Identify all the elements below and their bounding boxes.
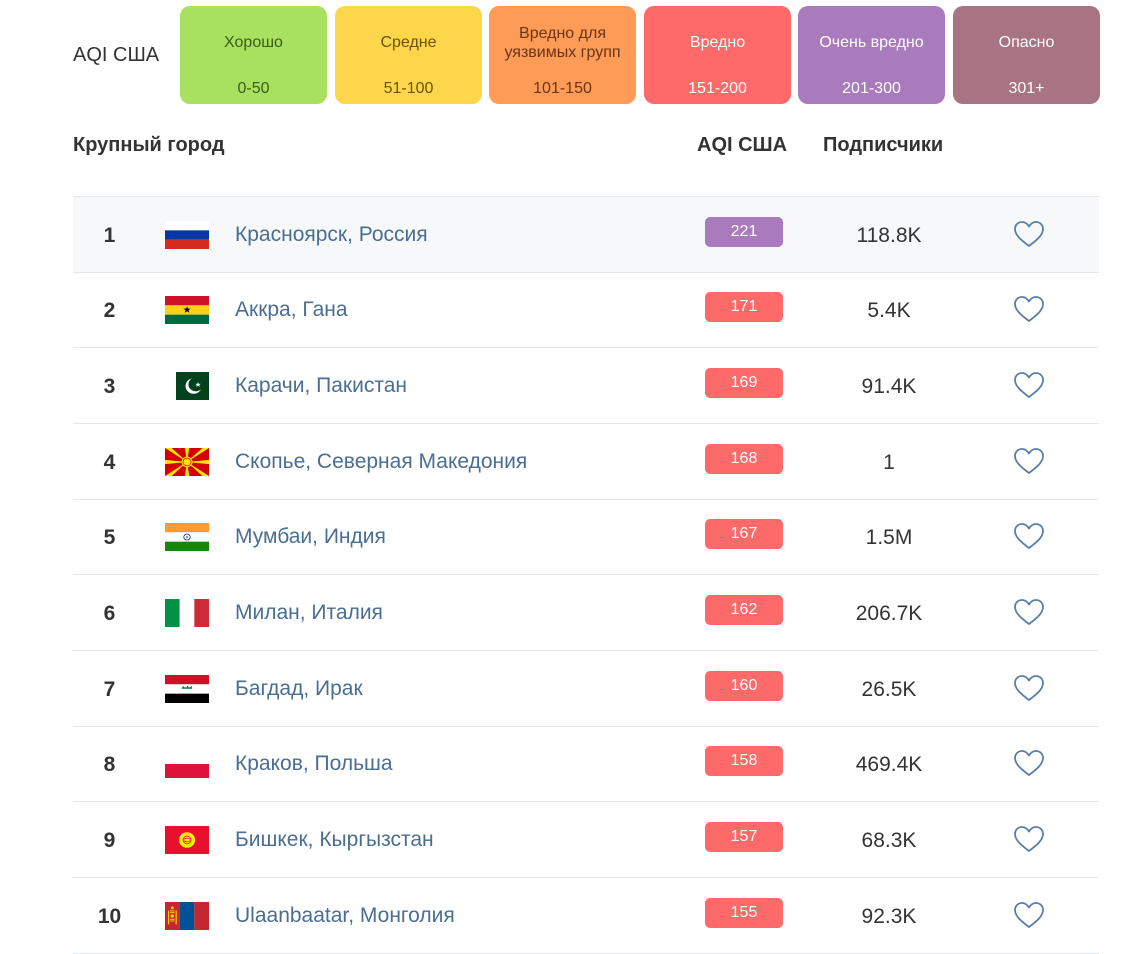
subscriber-count: 5.4K <box>867 299 911 322</box>
legend-range: 0-50 <box>237 80 270 97</box>
aqi-badge: 158 <box>705 746 783 776</box>
aqi-badge: 169 <box>705 368 783 398</box>
header-aqi: AQI США <box>697 134 788 156</box>
city-link[interactable]: Карачи, Пакистан <box>235 374 407 397</box>
flag-icon <box>165 296 209 324</box>
legend-range: 151-200 <box>688 80 747 97</box>
city-link[interactable]: Ulaanbaatar, Монголия <box>235 904 455 927</box>
table-row[interactable]: 2 Аккра, Гана 171 5.4K <box>73 272 1099 348</box>
subscriber-count: 91.4K <box>861 375 917 398</box>
legend-item: Вредно для уязвимых групп 101-150 <box>489 6 636 104</box>
rank-number: 1 <box>103 224 116 247</box>
flag-icon <box>165 372 209 400</box>
rank-number: 4 <box>103 451 116 474</box>
table-row[interactable]: 6 Милан, Италия 162 206.7K <box>73 575 1099 651</box>
aqi-badge: 157 <box>705 822 783 852</box>
aqi-badge: 162 <box>705 595 783 625</box>
table-row[interactable]: 4 Скопье, Северная Македония 168 1 <box>73 424 1099 500</box>
heart-icon[interactable] <box>1013 598 1045 626</box>
flag-icon <box>165 750 209 778</box>
legend-name: Очень вредно <box>819 34 924 51</box>
subscriber-count: 118.8K <box>856 224 922 247</box>
heart-icon[interactable] <box>1013 371 1045 399</box>
city-link[interactable]: Краков, Польша <box>235 752 393 775</box>
aqi-badge: 168 <box>705 444 783 474</box>
flag-icon <box>165 826 209 854</box>
legend-item: Хорошо 0-50 <box>180 6 327 104</box>
legend-range: 301+ <box>1008 80 1045 97</box>
table-row[interactable]: 7 Багдад, Ирак 160 26.5K <box>73 651 1099 727</box>
table-row[interactable]: 5 Мумбаи, Индия 167 1.5M <box>73 499 1099 575</box>
aqi-badge: 171 <box>705 292 783 322</box>
legend-label: AQI США <box>73 44 160 66</box>
legend-item: Очень вредно 201-300 <box>798 6 945 104</box>
table-row[interactable]: 10 Ulaanbaatar, Монголия 155 92.3K <box>73 878 1099 954</box>
header-city: Крупный город <box>73 134 225 156</box>
heart-icon[interactable] <box>1013 901 1045 929</box>
header-subscribers: Подписчики <box>823 134 944 156</box>
legend-item: Опасно 301+ <box>953 6 1100 104</box>
legend-name: Вредно <box>689 34 746 51</box>
heart-icon[interactable] <box>1013 749 1045 777</box>
heart-icon[interactable] <box>1013 220 1045 248</box>
rank-number: 2 <box>103 299 116 322</box>
rank-number: 8 <box>103 753 116 776</box>
subscriber-count: 92.3K <box>861 905 917 928</box>
subscriber-count: 1 <box>883 451 895 474</box>
subscriber-count: 26.5K <box>861 678 917 701</box>
rank-number: 10 <box>97 905 122 928</box>
rank-number: 6 <box>103 602 116 625</box>
aqi-badge: 221 <box>705 217 783 247</box>
aqi-badge: 160 <box>705 671 783 701</box>
legend-name: Хорошо <box>224 34 283 51</box>
legend-item: Вредно 151-200 <box>644 6 791 104</box>
table-row[interactable]: 9 Бишкек, Кыргызстан 157 68.3K <box>73 802 1099 878</box>
legend-item: Средне 51-100 <box>335 6 482 104</box>
aqi-badge: 155 <box>705 898 783 928</box>
legend-name: Средне <box>380 34 437 51</box>
city-link[interactable]: Бишкек, Кыргызстан <box>235 828 434 851</box>
table-row[interactable]: 3 Карачи, Пакистан 169 91.4K <box>73 348 1099 424</box>
rank-number: 9 <box>103 829 116 852</box>
flag-icon <box>165 448 209 476</box>
city-link[interactable]: Красноярск, Россия <box>235 223 428 246</box>
heart-icon[interactable] <box>1013 447 1045 475</box>
heart-icon[interactable] <box>1013 522 1045 550</box>
legend-name: Опасно <box>998 34 1055 51</box>
city-link[interactable]: Милан, Италия <box>235 601 383 624</box>
table-row[interactable]: 1 Красноярск, Россия 221 118.8K <box>73 196 1099 273</box>
aqi-badge: 167 <box>705 519 783 549</box>
legend-name: Вредно для уязвимых групп <box>504 24 621 61</box>
heart-icon[interactable] <box>1013 295 1045 323</box>
subscriber-count: 68.3K <box>861 829 917 852</box>
heart-icon[interactable] <box>1013 825 1045 853</box>
legend-range: 101-150 <box>533 80 592 97</box>
rank-number: 3 <box>103 375 116 398</box>
subscriber-count: 206.7K <box>855 602 923 625</box>
legend-range: 201-300 <box>842 80 901 97</box>
subscriber-count: 1.5M <box>865 526 913 549</box>
flag-icon <box>165 523 209 551</box>
city-link[interactable]: Аккра, Гана <box>235 298 348 321</box>
rank-number: 7 <box>103 678 116 701</box>
flag-icon <box>165 221 209 249</box>
flag-icon <box>165 902 209 930</box>
city-link[interactable]: Мумбаи, Индия <box>235 525 386 548</box>
legend-range: 51-100 <box>383 80 434 97</box>
city-link[interactable]: Скопье, Северная Македония <box>235 450 528 473</box>
table-row[interactable]: 8 Краков, Польша 158 469.4K <box>73 726 1099 802</box>
heart-icon[interactable] <box>1013 674 1045 702</box>
subscriber-count: 469.4K <box>855 753 923 776</box>
flag-icon <box>165 599 209 627</box>
rank-number: 5 <box>103 526 116 549</box>
city-link[interactable]: Багдад, Ирак <box>235 677 363 700</box>
flag-icon <box>165 675 209 703</box>
